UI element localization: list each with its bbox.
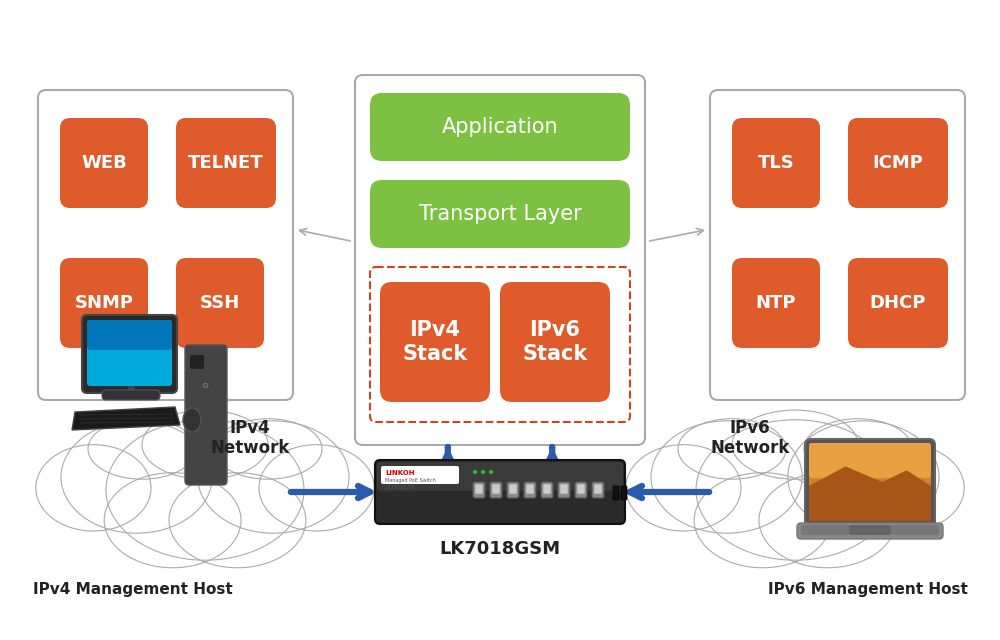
Text: TLS: TLS bbox=[758, 154, 794, 172]
FancyBboxPatch shape bbox=[809, 443, 931, 521]
FancyBboxPatch shape bbox=[176, 118, 276, 208]
FancyBboxPatch shape bbox=[176, 258, 264, 348]
FancyBboxPatch shape bbox=[380, 282, 490, 402]
FancyBboxPatch shape bbox=[507, 482, 519, 498]
FancyBboxPatch shape bbox=[592, 482, 604, 498]
FancyBboxPatch shape bbox=[60, 118, 148, 208]
FancyBboxPatch shape bbox=[558, 482, 570, 498]
FancyBboxPatch shape bbox=[575, 482, 587, 498]
Ellipse shape bbox=[104, 473, 241, 568]
Ellipse shape bbox=[696, 420, 894, 560]
Ellipse shape bbox=[473, 470, 477, 474]
Text: SSH: SSH bbox=[200, 294, 240, 312]
FancyBboxPatch shape bbox=[375, 460, 625, 524]
Text: DHCP: DHCP bbox=[870, 294, 926, 312]
Text: IPv6
Network: IPv6 Network bbox=[710, 419, 790, 458]
Ellipse shape bbox=[36, 445, 151, 531]
Ellipse shape bbox=[849, 445, 964, 531]
Text: IPv6
Stack: IPv6 Stack bbox=[522, 321, 588, 364]
Ellipse shape bbox=[106, 420, 304, 560]
FancyBboxPatch shape bbox=[526, 484, 534, 494]
FancyBboxPatch shape bbox=[377, 462, 623, 491]
Text: Application: Application bbox=[442, 117, 558, 137]
FancyBboxPatch shape bbox=[475, 484, 483, 494]
FancyBboxPatch shape bbox=[560, 484, 568, 494]
FancyBboxPatch shape bbox=[473, 482, 485, 498]
FancyBboxPatch shape bbox=[190, 355, 204, 369]
Ellipse shape bbox=[804, 419, 912, 479]
Text: Managed PoE Switch: Managed PoE Switch bbox=[385, 478, 436, 483]
FancyBboxPatch shape bbox=[492, 484, 500, 494]
FancyBboxPatch shape bbox=[805, 439, 935, 527]
Ellipse shape bbox=[732, 410, 858, 479]
Ellipse shape bbox=[198, 421, 349, 533]
Text: LINKOH: LINKOH bbox=[385, 470, 415, 476]
Text: SNMP: SNMP bbox=[74, 294, 134, 312]
Text: IPv4 Management Host: IPv4 Management Host bbox=[33, 582, 233, 597]
FancyBboxPatch shape bbox=[613, 486, 619, 500]
Text: IPv4
Stack: IPv4 Stack bbox=[402, 321, 468, 364]
FancyBboxPatch shape bbox=[370, 267, 630, 422]
Text: IPv4
Network: IPv4 Network bbox=[210, 419, 290, 458]
FancyBboxPatch shape bbox=[801, 525, 939, 535]
Text: ICMP: ICMP bbox=[873, 154, 923, 172]
FancyBboxPatch shape bbox=[60, 258, 148, 348]
FancyBboxPatch shape bbox=[541, 482, 553, 498]
Text: LK7018GSM: LK7018GSM bbox=[385, 485, 415, 490]
Ellipse shape bbox=[88, 419, 196, 479]
Ellipse shape bbox=[183, 408, 201, 432]
FancyBboxPatch shape bbox=[370, 180, 630, 248]
Ellipse shape bbox=[214, 419, 322, 479]
FancyBboxPatch shape bbox=[848, 118, 948, 208]
Ellipse shape bbox=[759, 473, 896, 568]
FancyBboxPatch shape bbox=[102, 390, 160, 400]
FancyBboxPatch shape bbox=[185, 345, 227, 485]
FancyBboxPatch shape bbox=[355, 75, 645, 445]
Text: Transport Layer: Transport Layer bbox=[419, 204, 581, 224]
Text: LK7018GSM: LK7018GSM bbox=[439, 540, 561, 558]
FancyBboxPatch shape bbox=[87, 320, 172, 350]
Ellipse shape bbox=[694, 473, 831, 568]
Ellipse shape bbox=[61, 421, 212, 533]
Ellipse shape bbox=[788, 421, 939, 533]
FancyBboxPatch shape bbox=[82, 315, 177, 393]
FancyBboxPatch shape bbox=[850, 526, 890, 534]
Ellipse shape bbox=[626, 445, 741, 531]
Text: ⊙: ⊙ bbox=[202, 381, 208, 390]
FancyBboxPatch shape bbox=[621, 486, 627, 500]
Polygon shape bbox=[809, 467, 931, 521]
Text: TELNET: TELNET bbox=[188, 154, 264, 172]
FancyBboxPatch shape bbox=[524, 482, 536, 498]
FancyBboxPatch shape bbox=[543, 484, 551, 494]
Ellipse shape bbox=[169, 473, 306, 568]
Ellipse shape bbox=[481, 470, 485, 474]
FancyBboxPatch shape bbox=[594, 484, 602, 494]
FancyBboxPatch shape bbox=[577, 484, 585, 494]
Polygon shape bbox=[72, 407, 180, 430]
Text: NTP: NTP bbox=[756, 294, 796, 312]
Ellipse shape bbox=[259, 445, 374, 531]
Ellipse shape bbox=[651, 421, 802, 533]
FancyBboxPatch shape bbox=[500, 282, 610, 402]
FancyBboxPatch shape bbox=[87, 320, 172, 386]
Ellipse shape bbox=[678, 419, 786, 479]
FancyBboxPatch shape bbox=[381, 466, 459, 484]
FancyBboxPatch shape bbox=[848, 258, 948, 348]
Text: IPv6 Management Host: IPv6 Management Host bbox=[768, 582, 968, 597]
FancyBboxPatch shape bbox=[490, 482, 502, 498]
FancyBboxPatch shape bbox=[797, 523, 943, 539]
Text: WEB: WEB bbox=[81, 154, 127, 172]
Ellipse shape bbox=[142, 410, 268, 479]
FancyBboxPatch shape bbox=[38, 90, 293, 400]
FancyBboxPatch shape bbox=[809, 443, 931, 478]
Ellipse shape bbox=[489, 470, 493, 474]
FancyBboxPatch shape bbox=[370, 93, 630, 161]
FancyBboxPatch shape bbox=[732, 258, 820, 348]
FancyBboxPatch shape bbox=[509, 484, 517, 494]
FancyBboxPatch shape bbox=[710, 90, 965, 400]
FancyBboxPatch shape bbox=[732, 118, 820, 208]
